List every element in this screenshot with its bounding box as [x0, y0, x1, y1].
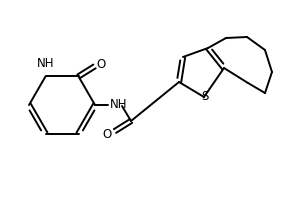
Text: NH: NH — [37, 57, 54, 70]
Text: NH: NH — [110, 98, 128, 112]
Text: O: O — [103, 128, 112, 140]
Text: S: S — [201, 90, 209, 103]
Text: O: O — [97, 58, 106, 71]
